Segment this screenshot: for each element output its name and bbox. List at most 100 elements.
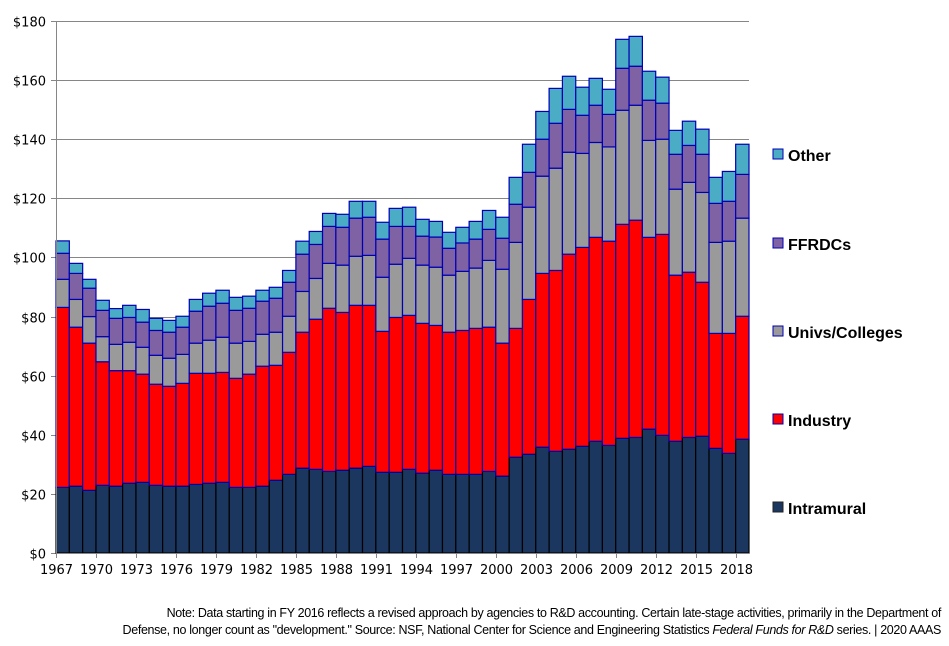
footnote-line-1: Note: Data starting in FY 2016 reflects … (166, 606, 942, 620)
bar-segment-intramural (615, 437, 630, 554)
bar-segment-intramural (441, 473, 457, 554)
bar-segment-other (508, 176, 524, 205)
bar-segment-intramural (268, 479, 284, 554)
x-tick-label: 2009 (600, 563, 633, 578)
bar-segment-other (428, 220, 444, 238)
bar-segment-ffrdcs (695, 153, 710, 194)
legend-swatch (772, 148, 784, 160)
bar-stack (335, 213, 350, 554)
legend-swatch (772, 501, 784, 513)
bar-segment-other (188, 298, 204, 312)
bar-segment-intramural (428, 469, 444, 554)
bar-segment-ffrdcs (548, 122, 564, 169)
bar-segment-industry (55, 306, 70, 488)
bar-segment-univs-colleges (375, 276, 390, 332)
legend-label: FFRDCs (788, 237, 851, 254)
y-tick-label: $0 (29, 548, 46, 563)
bar-segment-ffrdcs (428, 236, 444, 268)
bar-segment-intramural (721, 452, 737, 554)
bar-segment-ffrdcs (295, 253, 310, 293)
bar-segment-intramural (668, 440, 683, 554)
bar-segment-intramural (601, 444, 617, 554)
x-tick-label: 1973 (120, 563, 153, 578)
bar-segment-ffrdcs (148, 329, 164, 356)
bar-stack (521, 143, 537, 554)
bar-segment-univs-colleges (188, 342, 204, 374)
legend-swatch (772, 237, 784, 249)
bar-segment-other (695, 128, 710, 155)
bar-segment-intramural (481, 470, 497, 554)
bar-segment-other (202, 292, 217, 307)
x-tick-label: 2012 (640, 563, 673, 578)
bar-stack (548, 87, 564, 554)
bar-segment-industry (415, 322, 430, 474)
bar-segment-other (228, 296, 244, 311)
bar-segment-intramural (228, 486, 244, 554)
bar-segment-intramural (148, 484, 164, 554)
bar-segment-ffrdcs (308, 243, 324, 280)
bar-segment-intramural (548, 450, 564, 554)
bar-segment-industry (508, 327, 524, 458)
bar-segment-univs-colleges (468, 267, 484, 329)
bar-segment-other (95, 299, 110, 311)
bars (55, 35, 750, 554)
bar-segment-univs-colleges (95, 336, 110, 363)
bar-segment-other (415, 218, 430, 237)
x-tick-label: 2000 (480, 563, 513, 578)
bar-segment-ffrdcs (281, 281, 297, 317)
bar-stack (681, 120, 697, 554)
bar-segment-industry (561, 253, 577, 450)
bar-stack (162, 319, 177, 554)
bar-segment-univs-colleges (135, 346, 150, 375)
bar-segment-univs-colleges (241, 340, 257, 375)
bar-segment-univs-colleges (455, 270, 470, 332)
bar-segment-ffrdcs (375, 238, 390, 278)
bar-segment-univs-colleges (561, 151, 577, 255)
bar-segment-industry (321, 307, 337, 473)
bar-segment-industry (588, 236, 604, 442)
bar-segment-univs-colleges (122, 341, 137, 372)
bar-segment-ffrdcs (321, 225, 337, 264)
bar-stack (108, 307, 124, 554)
bar-segment-intramural (361, 465, 377, 554)
bar-stack (721, 170, 737, 554)
bar-segment-univs-colleges (575, 152, 590, 249)
bar-segment-ffrdcs (241, 307, 257, 342)
bar-segment-intramural (388, 471, 404, 554)
bar-segment-industry (241, 373, 257, 488)
bar-segment-intramural (108, 485, 124, 554)
bar-segment-univs-colleges (228, 342, 244, 379)
bar-segment-other (561, 75, 577, 110)
footnote-series-title: Federal Funds for R&D (712, 623, 834, 637)
legend-label: Univs/Colleges (788, 325, 903, 342)
bar-stack (281, 269, 297, 554)
bar-segment-industry (281, 351, 297, 475)
bar-segment-intramural (535, 446, 550, 554)
bar-segment-industry (601, 240, 617, 447)
bar-segment-univs-colleges (202, 339, 217, 374)
bar-segment-intramural (68, 485, 84, 554)
footnote: Note: Data starting in FY 2016 reflects … (10, 605, 942, 639)
bar-segment-intramural (295, 467, 310, 554)
bar-segment-ffrdcs (135, 321, 150, 348)
x-tick-label: 1967 (40, 563, 73, 578)
bar-segment-ffrdcs (708, 202, 723, 243)
bar-segment-univs-colleges (255, 333, 270, 367)
legend-swatch (772, 325, 784, 337)
bar-segment-other (361, 200, 377, 218)
y-tick-label: $20 (21, 489, 46, 504)
bar-segment-other (681, 120, 697, 147)
bar-segment-industry (228, 377, 244, 488)
y-tick-label: $80 (21, 312, 46, 327)
bar-stack (388, 207, 404, 554)
bar-segment-intramural (82, 489, 97, 554)
bar-segment-univs-colleges (308, 277, 324, 320)
bar-segment-industry (108, 370, 124, 487)
bar-segment-intramural (455, 473, 470, 554)
legend-label: Intramural (788, 501, 866, 518)
bar-segment-intramural (508, 456, 524, 554)
bar-segment-other (615, 38, 630, 69)
legend-label: Industry (788, 413, 851, 430)
bar-segment-ffrdcs (68, 272, 84, 301)
bar-segment-univs-colleges (495, 268, 510, 344)
